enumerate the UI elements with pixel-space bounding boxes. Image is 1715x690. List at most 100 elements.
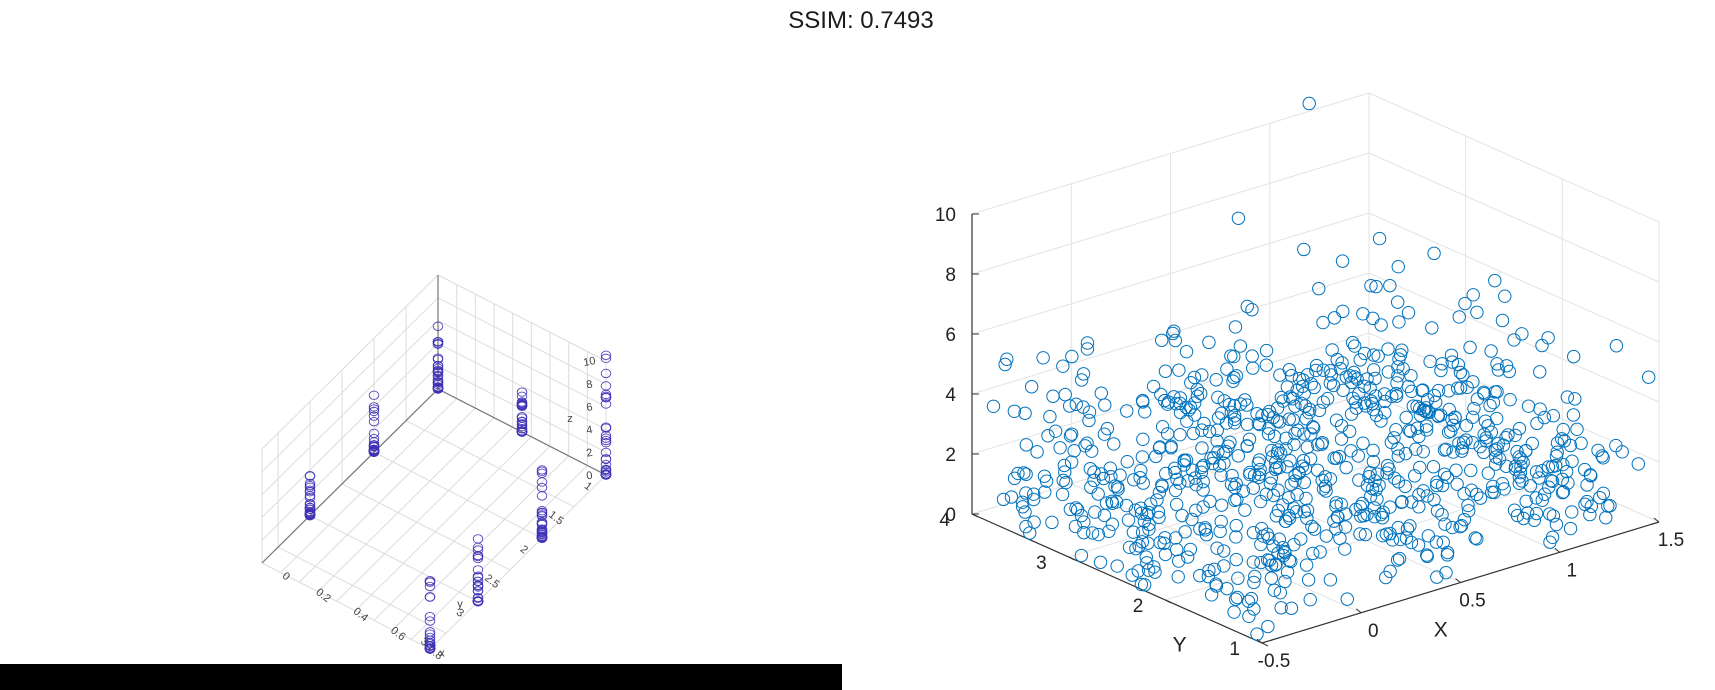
right-data-point: [1336, 304, 1350, 319]
right-data-point: [1280, 565, 1295, 579]
right-data-point: [1134, 577, 1149, 592]
right-data-point: [1329, 413, 1344, 427]
right-data-point: [1266, 410, 1280, 425]
right-data-point: [1209, 373, 1223, 387]
left-data-point: [536, 529, 548, 539]
left-data-point: [600, 435, 612, 446]
left-floor-grid-line: [354, 436, 532, 612]
right-data-point: [1329, 499, 1343, 513]
right-data-point: [1389, 423, 1403, 437]
right-wall-grid-line: [1368, 92, 1660, 223]
right-data-point: [1070, 502, 1085, 517]
right-data-point: [1445, 412, 1459, 427]
left-data-point: [424, 627, 436, 637]
right-data-point: [1255, 408, 1269, 423]
right-data-point: [1026, 487, 1041, 501]
right-data-point: [1131, 564, 1145, 578]
right-z-tick-label: 8: [945, 265, 956, 286]
right-data-point: [1491, 363, 1506, 377]
right-data-point: [1327, 514, 1341, 528]
left-data-point: [536, 482, 548, 493]
right-data-point: [1264, 571, 1279, 585]
right-data-point: [1094, 386, 1109, 400]
right-data-point: [1120, 454, 1134, 469]
right-data-point: [1105, 517, 1120, 531]
right-data-point: [1543, 535, 1557, 549]
right-data-point: [1452, 436, 1466, 450]
right-data-point: [1046, 389, 1060, 403]
right-data-point: [1269, 557, 1283, 571]
right-data-point: [1391, 259, 1405, 274]
right-data-point: [1212, 459, 1227, 473]
right-data-point: [1496, 438, 1511, 452]
right-data-point: [1357, 379, 1372, 394]
right-data-point: [1252, 417, 1267, 432]
right-data-point: [1348, 339, 1362, 353]
right-data-point: [1288, 426, 1302, 441]
right-data-point: [1190, 382, 1205, 397]
right-data-point: [1153, 440, 1167, 454]
right-data-point: [1207, 451, 1221, 465]
right-data-point: [1065, 349, 1079, 364]
right-data-point: [1356, 307, 1370, 321]
left-floor-grid-line: [341, 483, 511, 571]
right-data-point: [1439, 442, 1453, 457]
right-data-point: [1083, 461, 1097, 476]
right-data-point: [1499, 359, 1514, 373]
right-data-point: [1270, 401, 1285, 415]
right-data-point: [1535, 493, 1549, 507]
right-data-point: [1529, 506, 1544, 521]
right-data-point: [1170, 472, 1184, 487]
right-data-point: [1375, 528, 1390, 543]
right-data-point: [1403, 424, 1418, 439]
left-data-point: [432, 354, 444, 364]
right-data-point: [1078, 439, 1092, 453]
right-data-point: [1499, 459, 1513, 473]
right-data-point: [1228, 592, 1243, 606]
right-data-point: [1254, 537, 1268, 552]
right-data-point: [1251, 470, 1266, 485]
right-data-point: [1110, 559, 1124, 573]
right-data-point: [1486, 479, 1500, 494]
right-data-point: [1164, 439, 1178, 454]
right-data-point: [1296, 373, 1310, 387]
right-data-point: [1332, 449, 1347, 464]
right-data-point: [1313, 545, 1327, 559]
right-x-axis-label: X: [1434, 619, 1448, 642]
right-data-point: [1195, 441, 1209, 455]
right-data-point: [1435, 478, 1450, 493]
right-data-point: [1180, 550, 1195, 564]
right-data-point: [1415, 383, 1429, 398]
right-y-tick-label: 1: [1229, 639, 1240, 660]
right-data-point: [1315, 435, 1330, 450]
right-data-point: [1189, 503, 1203, 518]
right-data-point: [1502, 364, 1517, 379]
right-data-point: [1338, 520, 1353, 534]
right-data-point: [1368, 371, 1382, 386]
right-data-point: [1019, 467, 1033, 481]
right-data-point: [1357, 346, 1372, 361]
right-data-point: [1495, 313, 1510, 328]
right-data-point: [1251, 456, 1266, 470]
right-data-point: [1366, 402, 1381, 417]
right-data-point: [1097, 508, 1112, 523]
right-data-point: [1104, 469, 1118, 484]
right-data-point: [1393, 348, 1408, 362]
right-data-point: [1455, 444, 1469, 458]
right-data-point: [1316, 395, 1331, 409]
right-data-point: [1288, 399, 1302, 413]
right-data-point: [1365, 397, 1380, 411]
right-data-point: [1141, 563, 1156, 577]
right-data-point: [1563, 521, 1578, 536]
right-data-point: [1546, 409, 1561, 423]
right-data-point: [1394, 495, 1409, 510]
right-data-point: [1345, 335, 1360, 350]
right-data-point: [1069, 501, 1083, 515]
figure-title: SSIM: 0.7493: [788, 7, 933, 34]
right-data-point: [1316, 363, 1330, 377]
right-data-point: [1560, 390, 1575, 404]
left-data-point: [516, 397, 528, 407]
left-floor-grid-line: [277, 546, 447, 634]
right-y-tick-mark: [1165, 599, 1172, 604]
